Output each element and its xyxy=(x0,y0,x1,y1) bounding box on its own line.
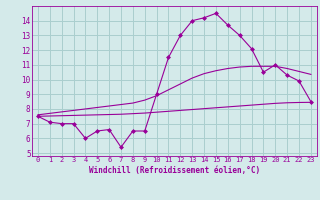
X-axis label: Windchill (Refroidissement éolien,°C): Windchill (Refroidissement éolien,°C) xyxy=(89,166,260,175)
